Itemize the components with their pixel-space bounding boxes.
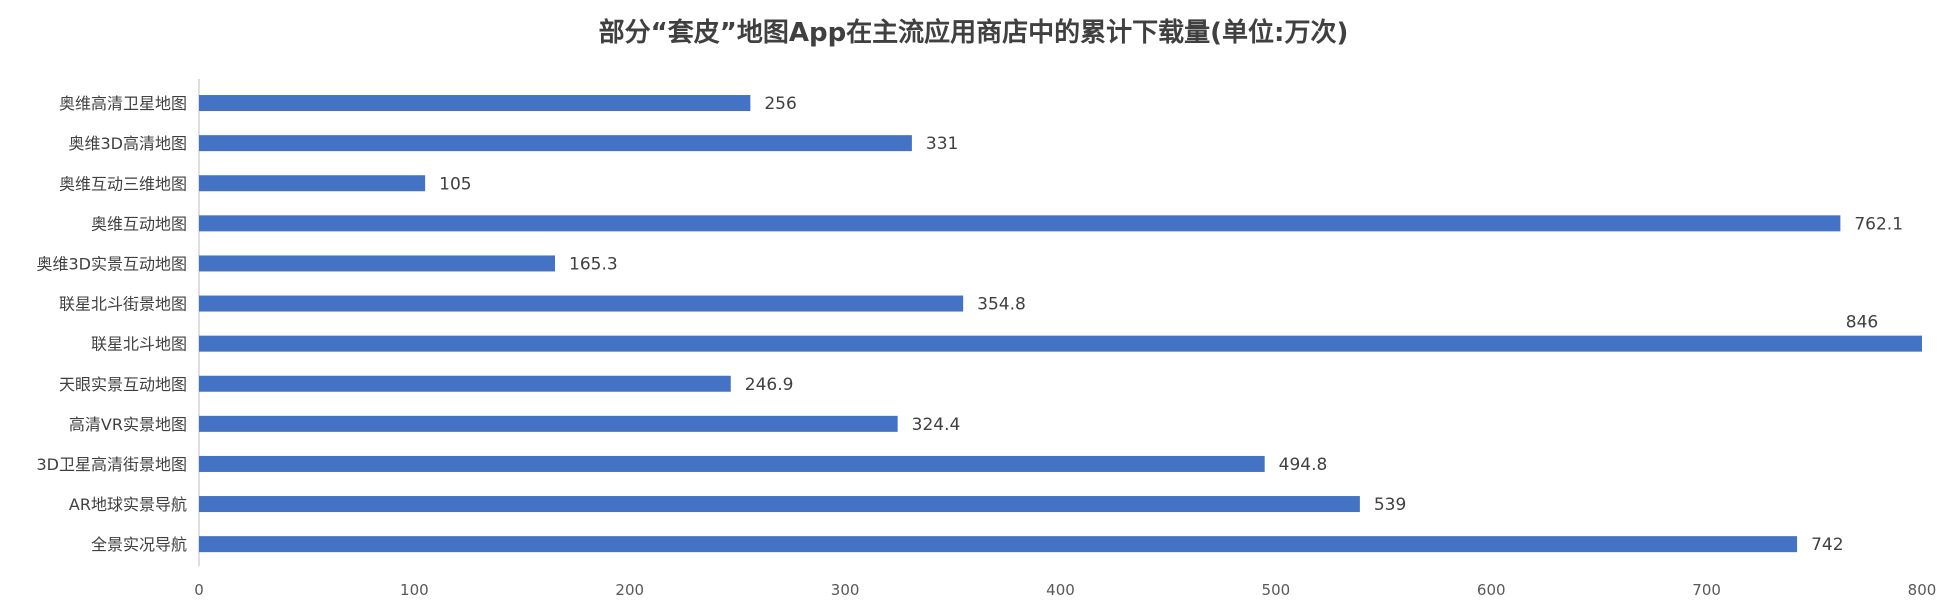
bar (199, 415, 898, 432)
value-label: 246.9 (745, 375, 794, 395)
x-tick-label: 400 (1046, 581, 1075, 599)
value-label: 742 (1811, 535, 1843, 555)
bar (199, 95, 751, 112)
value-label: 762.1 (1854, 214, 1903, 234)
category-label: 奥维3D高清地图 (68, 134, 187, 153)
x-tick-label: 500 (1262, 581, 1291, 599)
category-label: AR地球实景导航 (69, 495, 187, 514)
category-label: 天眼实景互动地图 (59, 375, 187, 394)
category-label: 3D卫星高清街景地图 (36, 455, 187, 474)
bar (199, 335, 1922, 352)
value-label: 105 (439, 174, 471, 194)
bar (199, 255, 556, 272)
x-tick-label: 100 (400, 581, 429, 599)
x-tick-label: 300 (831, 581, 860, 599)
value-label: 494.8 (1279, 455, 1328, 475)
chart-title: 部分“套皮”地图App在主流应用商店中的累计下载量(单位:万次) (598, 18, 1349, 48)
category-label: 联星北斗地图 (91, 335, 187, 354)
bar (199, 496, 1360, 513)
value-label: 354.8 (977, 295, 1026, 315)
bar (199, 536, 1798, 553)
category-label: 高清VR实景地图 (69, 415, 187, 434)
value-label: 846 (1846, 313, 1878, 333)
x-tick-label: 700 (1692, 581, 1721, 599)
x-tick-label: 600 (1477, 581, 1506, 599)
bar (199, 135, 912, 152)
x-tick-label: 200 (615, 581, 644, 599)
category-label: 全景实况导航 (91, 535, 187, 554)
x-tick-label: 0 (194, 581, 204, 599)
category-label: 奥维互动地图 (91, 214, 187, 233)
value-label: 256 (764, 94, 796, 114)
x-tick-label: 800 (1908, 581, 1937, 599)
category-label: 奥维3D实景互动地图 (36, 254, 187, 273)
category-label: 奥维互动三维地图 (59, 174, 187, 193)
bar (199, 455, 1265, 472)
value-label: 165.3 (569, 254, 618, 274)
value-label: 324.4 (912, 415, 961, 435)
bar (199, 215, 1841, 232)
value-label: 331 (926, 134, 958, 154)
value-label: 539 (1374, 495, 1406, 515)
category-label: 奥维高清卫星地图 (59, 94, 187, 113)
category-label: 联星北斗街景地图 (59, 295, 187, 314)
bar (199, 375, 731, 392)
bar (199, 295, 964, 312)
bar (199, 175, 426, 192)
